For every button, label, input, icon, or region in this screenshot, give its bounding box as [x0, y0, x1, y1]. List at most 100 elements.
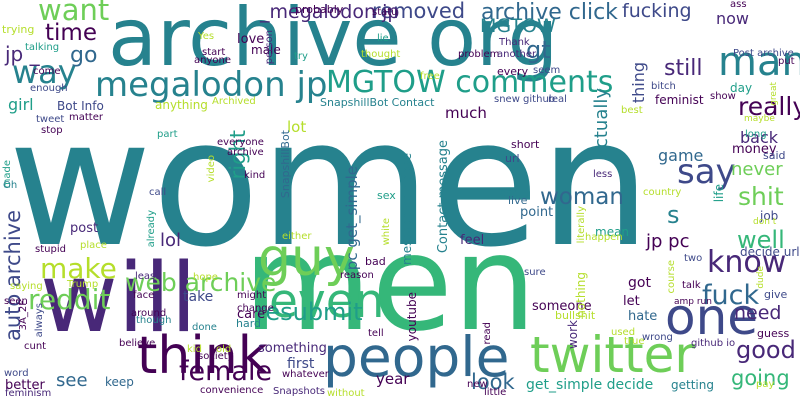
- cloud-word: good: [736, 336, 796, 364]
- cloud-word: know: [707, 245, 787, 280]
- cloud-word: talk: [682, 280, 701, 291]
- cloud-word: reason: [340, 270, 374, 281]
- cloud-word: tell: [368, 328, 384, 339]
- cloud-word: face: [133, 290, 155, 301]
- cloud-word: kind: [244, 170, 266, 181]
- cloud-word: hope: [193, 272, 218, 283]
- cloud-word: never: [731, 159, 783, 180]
- cloud-word: bullshit: [555, 309, 596, 322]
- cloud-word: archive org: [108, 0, 559, 84]
- cloud-word: trying: [2, 23, 35, 36]
- cloud-word: girl: [8, 95, 34, 114]
- cloud-word: getting: [671, 378, 714, 392]
- cloud-word: MGTOW: [480, 15, 556, 37]
- cloud-word: will: [40, 244, 197, 354]
- cloud-word: Snapshots: [273, 386, 325, 397]
- cloud-word: twitter: [530, 326, 695, 384]
- cloud-word: Trump: [67, 279, 99, 290]
- cloud-word: used: [611, 327, 636, 338]
- cloud-word: word: [4, 368, 29, 379]
- cloud-word: male: [251, 43, 281, 57]
- cloud-word: done: [192, 322, 217, 333]
- cloud-word: lie: [377, 33, 389, 44]
- cloud-word: think: [137, 326, 268, 386]
- cloud-word: way: [12, 53, 77, 91]
- cloud-word: old: [216, 344, 232, 355]
- cloud-word: fuck: [702, 280, 760, 311]
- cloud-word: pay: [756, 379, 775, 390]
- cloud-word: around: [131, 308, 167, 319]
- cloud-word: actually: [591, 88, 612, 160]
- cloud-word: saying: [10, 281, 43, 292]
- cloud-word: happen: [585, 232, 623, 243]
- cloud-word: whatever: [282, 369, 329, 380]
- cloud-word: web archive: [125, 268, 277, 297]
- cloud-word: life: [712, 184, 726, 203]
- cloud-word: love: [237, 32, 265, 47]
- cloud-word: fucking: [622, 0, 692, 22]
- cloud-word: day: [730, 81, 753, 95]
- cloud-word: archive: [227, 147, 264, 158]
- cloud-word: show: [710, 91, 736, 102]
- cloud-word: Oh: [3, 180, 18, 191]
- cloud-word: long: [745, 129, 767, 140]
- cloud-word: s: [667, 201, 680, 229]
- cloud-word: sure: [524, 267, 546, 278]
- cloud-word: might: [237, 290, 267, 301]
- cloud-word: removed: [372, 0, 466, 23]
- cloud-word: reddit: [28, 283, 111, 316]
- cloud-word: true: [624, 336, 645, 347]
- cloud-word: jp _: [5, 42, 40, 66]
- cloud-word: great: [769, 82, 779, 106]
- cloud-word: people: [323, 325, 510, 389]
- cloud-word: either: [282, 231, 312, 242]
- cloud-word: person: [264, 30, 275, 65]
- cloud-word: money: [732, 142, 777, 157]
- cloud-word: even: [269, 274, 385, 329]
- cloud-word: thought: [361, 49, 401, 60]
- cloud-word: man: [718, 39, 800, 85]
- cloud-word: better: [5, 378, 45, 393]
- cloud-word: anything: [155, 98, 208, 112]
- cloud-word: lol: [160, 230, 182, 251]
- cloud-word: women: [8, 81, 651, 286]
- cloud-word: guess: [757, 327, 790, 340]
- cloud-word: year: [376, 370, 410, 388]
- cloud-word: someone: [532, 299, 592, 314]
- cloud-word: free: [420, 71, 440, 82]
- cloud-word: convenience: [200, 385, 264, 396]
- cloud-word: need: [734, 302, 782, 324]
- cloud-word: seem: [533, 65, 561, 76]
- cloud-word: much: [445, 104, 487, 122]
- cloud-word: said: [763, 149, 786, 162]
- cloud-word: going: [731, 366, 790, 390]
- cloud-word: problem: [458, 49, 500, 60]
- cloud-word: woman: [540, 184, 624, 210]
- cloud-word: change: [237, 303, 274, 314]
- cloud-word: kid: [187, 344, 202, 355]
- cloud-word: bad: [365, 255, 386, 268]
- cloud-word: video: [206, 155, 217, 183]
- cloud-word: feminism: [5, 388, 52, 399]
- cloud-word: matter: [69, 112, 103, 123]
- cloud-word: short: [511, 138, 540, 151]
- cloud-word: well: [737, 226, 785, 254]
- cloud-word: message compose: [400, 153, 414, 265]
- cloud-word: two: [684, 253, 703, 264]
- cloud-word: another: [497, 49, 537, 60]
- cloud-word: don t: [753, 217, 777, 227]
- cloud-word: white: [381, 218, 392, 246]
- cloud-word: got: [628, 275, 651, 291]
- cloud-word: talking: [25, 42, 60, 53]
- cloud-word: wrong: [642, 332, 673, 343]
- cloud-word: make: [40, 252, 117, 285]
- cloud-word: hate: [628, 309, 658, 324]
- cloud-word: ass: [730, 0, 747, 10]
- cloud-word: mean: [595, 225, 630, 239]
- cloud-word: without: [327, 388, 365, 399]
- cloud-word: go: [70, 43, 98, 68]
- cloud-word: first: [287, 356, 315, 372]
- cloud-word: one: [665, 288, 759, 346]
- cloud-word: get_simple decide: [526, 377, 654, 393]
